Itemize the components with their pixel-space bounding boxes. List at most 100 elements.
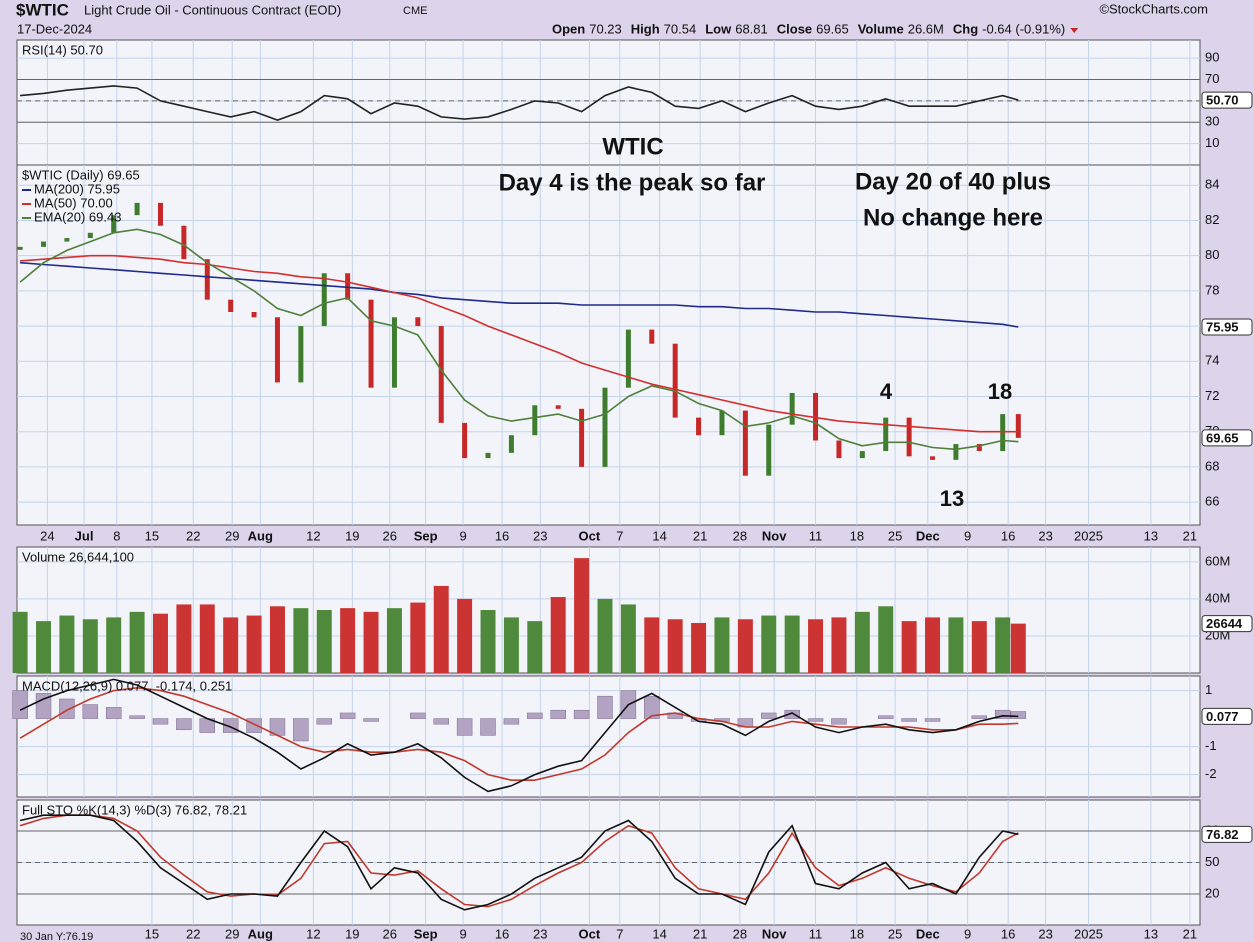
bar xyxy=(59,615,75,673)
down-marker xyxy=(1070,28,1079,33)
bar xyxy=(176,718,192,731)
x-tick-label: 25 xyxy=(888,926,902,941)
annotation: 18 xyxy=(988,379,1012,404)
bar xyxy=(480,718,496,736)
quote-value: 70.54 xyxy=(664,21,697,36)
bar xyxy=(363,611,379,673)
bar xyxy=(456,718,473,736)
bar xyxy=(35,693,52,719)
price-bar xyxy=(1000,414,1006,452)
x-tick-label: 14 xyxy=(652,926,666,941)
x-tick-label: 9 xyxy=(459,528,466,543)
price-bar xyxy=(766,424,772,476)
x-tick-label: Sep xyxy=(414,926,438,941)
bar xyxy=(948,617,964,673)
bar xyxy=(527,712,543,719)
x-tick-label: Dec xyxy=(916,926,940,941)
y-tick-label: 66 xyxy=(1205,494,1219,509)
x-tick-label: 9 xyxy=(459,926,466,941)
bar xyxy=(199,604,215,673)
x-tick-label: 18 xyxy=(850,926,864,941)
bar xyxy=(82,619,98,673)
bar xyxy=(667,619,683,673)
x-tick-label: 26 xyxy=(383,926,397,941)
date: 17-Dec-2024 xyxy=(17,21,92,36)
y-tick-label: 1 xyxy=(1205,682,1212,697)
value-tag-label: 26644 xyxy=(1206,616,1243,631)
y-tick-label: -1 xyxy=(1205,738,1217,753)
price-bar xyxy=(134,202,140,216)
bar xyxy=(433,718,449,725)
price-bar xyxy=(508,435,514,453)
x-tick-label: 23 xyxy=(1038,926,1052,941)
value-tag-label: 0.077 xyxy=(1206,709,1239,724)
quote-value: -0.64 (-0.91%) xyxy=(982,21,1065,36)
y-tick-label: 30 xyxy=(1205,114,1219,129)
x-tick-label: 23 xyxy=(1038,528,1052,543)
y-tick-label: 20 xyxy=(1205,885,1219,900)
bar xyxy=(971,621,987,673)
y-tick-label: 72 xyxy=(1205,388,1219,403)
quote-label: Open xyxy=(552,21,585,36)
price-bar xyxy=(742,410,748,476)
bar xyxy=(457,598,473,673)
series-line xyxy=(19,228,1019,451)
source: ©StockCharts.com xyxy=(1099,1,1208,16)
bar xyxy=(480,610,496,673)
x-tick-label: Nov xyxy=(762,528,787,543)
price-bar xyxy=(274,317,280,383)
value-tag-label: 50.70 xyxy=(1206,93,1239,108)
quote-value: 69.65 xyxy=(816,21,849,36)
bar xyxy=(1010,623,1026,673)
bar xyxy=(503,718,520,725)
annotation: No change here xyxy=(863,204,1043,231)
x-tick-label: Aug xyxy=(248,926,273,941)
bar xyxy=(901,718,917,722)
bar xyxy=(59,698,75,719)
price-bar xyxy=(17,246,23,250)
bar xyxy=(363,718,379,722)
y-tick-label: 68 xyxy=(1205,458,1219,473)
quote-label: High xyxy=(631,21,660,36)
x-tick-label: 16 xyxy=(495,926,509,941)
x-tick-label: 21 xyxy=(1183,528,1197,543)
bar xyxy=(550,597,566,673)
x-tick-label: 14 xyxy=(652,528,666,543)
bar xyxy=(340,608,356,673)
bar xyxy=(410,712,426,719)
price-bar xyxy=(625,329,631,388)
value-tag xyxy=(1201,707,1253,725)
x-tick-label: 13 xyxy=(1144,528,1158,543)
bar xyxy=(129,611,145,673)
bar xyxy=(924,718,941,722)
x-tick-label: 22 xyxy=(186,926,200,941)
bar xyxy=(878,606,894,673)
price-bar xyxy=(345,273,351,300)
price-bar xyxy=(906,417,912,457)
annotation: 4 xyxy=(880,379,893,404)
price-bar xyxy=(579,408,585,467)
bar xyxy=(620,604,636,673)
bar xyxy=(831,718,847,725)
legend-entry: EMA(20) 69.43 xyxy=(34,209,121,224)
bar xyxy=(152,718,169,725)
value-tag-label: 75.95 xyxy=(1206,319,1239,334)
x-tick-label: 19 xyxy=(345,926,359,941)
quote-label: Volume xyxy=(858,21,904,36)
x-tick-label: 15 xyxy=(145,926,159,941)
series-line xyxy=(19,814,1019,908)
bar xyxy=(36,621,52,673)
x-tick-label: 21 xyxy=(693,528,707,543)
price-bar xyxy=(930,456,936,460)
bar xyxy=(129,715,145,719)
price-bar xyxy=(719,410,725,436)
x-tick-label: 23 xyxy=(533,528,547,543)
price-bar xyxy=(532,405,538,436)
price-bar xyxy=(87,232,93,239)
x-tick-label: 19 xyxy=(345,528,359,543)
panel-legend: Full STO %K(14,3) %D(3) 76.82, 78.21 xyxy=(22,802,247,817)
price-bar xyxy=(298,326,304,383)
x-tick-label: 7 xyxy=(616,926,623,941)
value-tag xyxy=(1201,318,1253,336)
quote-label: Chg xyxy=(953,21,978,36)
